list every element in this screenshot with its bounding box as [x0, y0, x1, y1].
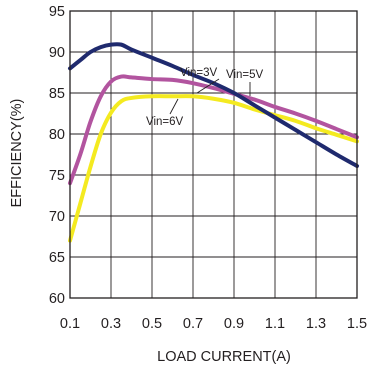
y-tick-label: 60 [49, 291, 65, 307]
y-tick-label: 70 [49, 209, 65, 225]
x-tick-label: 1.3 [306, 316, 326, 332]
series-label-vin-3v: Vin=3V [180, 67, 218, 79]
x-tick-label: 0.3 [101, 316, 121, 332]
grid [69, 10, 358, 299]
series-label-vin-6v: Vin=6V [146, 116, 184, 128]
x-axis-title: LOAD CURRENT(A) [157, 349, 291, 365]
series-label-leader-vin-6v [169, 98, 179, 115]
plot-frame [69, 10, 358, 299]
x-tick-label: 0.9 [224, 316, 244, 332]
series-line-vin-3v [68, 42, 359, 168]
x-tick-label: 0.5 [142, 316, 162, 332]
series-labels: Vin=3V Vin=5V Vin=6V [146, 67, 264, 128]
x-tick-label: 1.5 [347, 316, 367, 332]
series-line-vin-6v [68, 94, 359, 243]
x-tick-label: 0.1 [60, 316, 80, 332]
y-tick-labels: 60 65 70 75 80 85 90 95 [49, 4, 65, 307]
series-label-leader-vin-3v [196, 78, 220, 94]
y-tick-label: 95 [49, 4, 65, 20]
series-label-vin-5v: Vin=5V [226, 69, 264, 81]
series-lines [68, 42, 359, 243]
x-tick-label: 1.1 [265, 316, 285, 332]
x-tick-label: 0.7 [183, 316, 203, 332]
series-line-vin-5v [68, 74, 359, 186]
y-tick-label: 80 [49, 127, 65, 143]
x-tick-labels: 0.1 0.3 0.5 0.7 0.9 1.1 1.3 1.5 [60, 316, 367, 332]
y-tick-label: 90 [49, 45, 65, 61]
y-tick-label: 65 [49, 250, 65, 266]
y-axis-title: EFFICIENCY(%) [9, 99, 25, 208]
y-tick-label: 75 [49, 168, 65, 184]
y-tick-label: 85 [49, 86, 65, 102]
